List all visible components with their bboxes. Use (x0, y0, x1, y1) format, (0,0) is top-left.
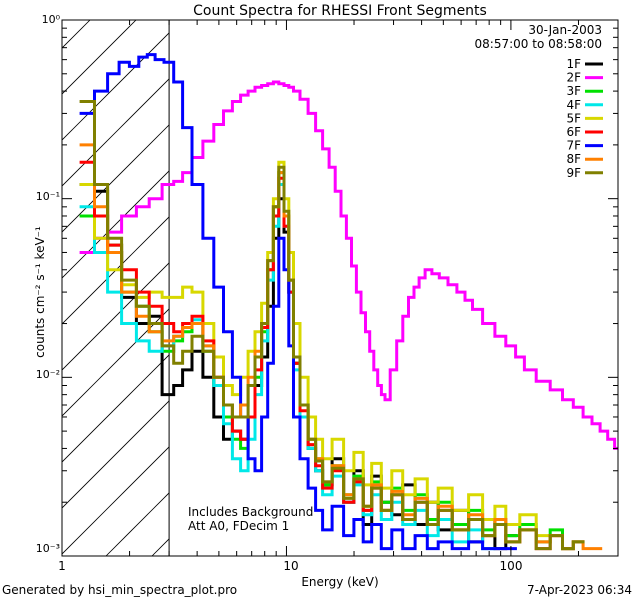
axis-ticks (61, 19, 619, 557)
annotation-attenuator: Att A0, FDecim 1 (188, 519, 290, 533)
observation-date: 30-Jan-2003 (528, 23, 602, 37)
footer-timestamp: 7-Apr-2023 06:34 (527, 583, 632, 597)
annotation-background: Includes Background (188, 505, 314, 519)
hatch-line (62, 262, 170, 371)
series-layer (79, 53, 618, 551)
observation-time-range: 08:57:00 to 08:58:00 (474, 37, 602, 51)
legend-label-5f: 5F (566, 111, 581, 125)
y-axis-label: counts cm⁻² s⁻¹ keV⁻¹ (33, 226, 47, 358)
background-hatch-region (0, 0, 170, 556)
legend-label-9f: 9F (566, 166, 581, 180)
y-tick-label-1e0: 10⁰ (41, 13, 60, 26)
hatch-line (62, 20, 137, 95)
legend-label-4f: 4F (566, 98, 581, 112)
hatch-line (62, 400, 170, 509)
y-tick-label-1e-1: 10⁻¹ (35, 190, 60, 203)
y-tick-label-1e-3: 10⁻³ (35, 542, 60, 555)
x-tick-label-1: 1 (58, 559, 66, 573)
hatch-line (0, 0, 62, 556)
x-axis-label: Energy (keV) (301, 575, 379, 589)
legend-label-1f: 1F (566, 57, 581, 71)
hatch-line (62, 446, 170, 555)
legend-label-3f: 3F (566, 84, 581, 98)
hatch-line (62, 20, 91, 49)
hatch-line (62, 354, 170, 463)
hatch-line (62, 216, 170, 325)
series-line-7f (79, 53, 517, 551)
plot-frame (61, 19, 619, 557)
x-tick-label-100: 100 (499, 559, 523, 573)
hatch-line (0, 0, 108, 556)
x-tick-label-10: 10 (283, 559, 299, 573)
footer-generated: Generated by hsi_min_spectra_plot.pro (2, 583, 238, 597)
y-tick-label-1e-2: 10⁻² (35, 368, 60, 381)
hatch-line (62, 170, 170, 279)
series-line-2f (79, 80, 618, 450)
legend-label-8f: 8F (566, 152, 581, 166)
legend-label-7f: 7F (566, 139, 581, 153)
chart-title: Count Spectra for RHESSI Front Segments (193, 3, 487, 19)
legend-label-2f: 2F (566, 71, 581, 85)
legend-label-6f: 6F (566, 125, 581, 139)
series-line-9f (79, 100, 585, 551)
